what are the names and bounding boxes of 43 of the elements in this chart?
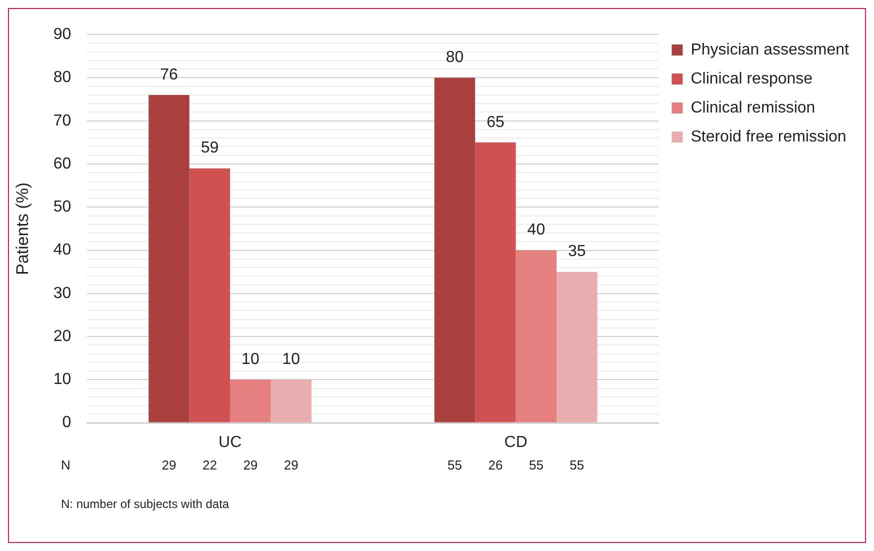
data-label: 65 [486, 114, 504, 131]
text: 22 [202, 457, 217, 472]
bar [189, 168, 230, 422]
bar [516, 250, 557, 422]
text: N [61, 457, 70, 472]
bar [230, 380, 271, 422]
y-tick-label: 0 [62, 414, 72, 432]
legend-label: Steroid free remission [690, 128, 846, 146]
text: N: number of subjects with data [61, 497, 230, 512]
text: 55 [528, 457, 544, 472]
bar [270, 380, 312, 422]
y-tick-label: 10 [53, 371, 72, 388]
text: 29 [284, 457, 298, 472]
legend-label: Clinical response [690, 70, 813, 88]
text: 55 [570, 457, 584, 472]
legend-label: Physician assessment [690, 41, 850, 58]
bar [434, 78, 476, 422]
data-label: 10 [282, 351, 300, 368]
bar [148, 94, 190, 422]
y-tick-label: 90 [53, 26, 72, 44]
y-tick-label: 40 [53, 242, 72, 259]
text: 29 [162, 457, 176, 472]
data-label: 10 [242, 351, 260, 368]
y-tick-label: 60 [53, 155, 72, 172]
bar [556, 272, 598, 422]
y-tick-label: 50 [53, 198, 72, 216]
text: 26 [488, 457, 503, 472]
data-label: 76 [160, 66, 178, 84]
y-tick-label: 30 [53, 284, 72, 302]
y-axis-title: Patients (%) [12, 182, 32, 275]
x-tick-label: CD [504, 434, 528, 451]
bar [475, 142, 516, 422]
y-tick-label: 70 [53, 112, 72, 130]
text: 55 [448, 457, 462, 472]
y-tick-label: 20 [53, 328, 72, 345]
x-tick-label: UC [218, 434, 242, 451]
text: 29 [243, 457, 258, 472]
data-label: 35 [568, 243, 586, 260]
y-tick-label: 80 [53, 69, 72, 86]
data-label: 80 [446, 49, 464, 66]
data-label: 40 [527, 222, 546, 239]
data-label: 59 [200, 140, 219, 157]
legend-label: Clinical remission [690, 99, 816, 116]
